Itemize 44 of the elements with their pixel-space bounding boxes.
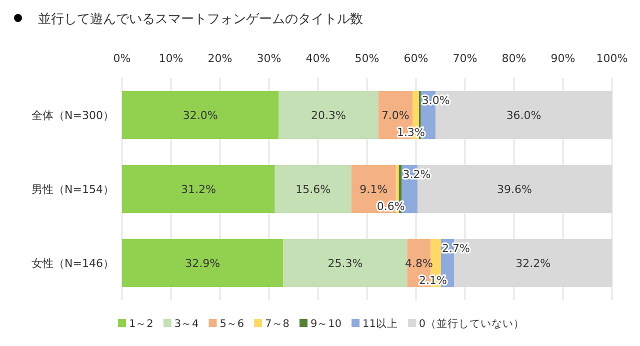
data-label: 3.2% xyxy=(402,168,431,181)
y-tick-label: 女性（N=146） xyxy=(32,257,114,270)
chart-title: 並行して遊んでいるスマートフォンゲームのタイトル数 xyxy=(38,12,363,27)
data-label: 2.1% xyxy=(419,274,447,288)
x-tick-label: 100% xyxy=(596,52,628,65)
bar xyxy=(274,164,352,214)
x-tick-label: 70% xyxy=(452,52,478,65)
x-tick-label: 50% xyxy=(354,52,380,65)
legend-label: 0（並行していない） xyxy=(418,318,525,330)
data-label: 32.2% xyxy=(516,257,551,270)
x-tick-label: 30% xyxy=(256,52,282,65)
data-label: 2.7% xyxy=(442,242,470,255)
x-tick-label: 10% xyxy=(158,52,184,65)
y-tick-label: 男性（N=154） xyxy=(32,183,114,196)
bar xyxy=(283,238,408,288)
legend-label: 5～6 xyxy=(220,318,244,330)
data-label: 25.3% xyxy=(328,257,363,270)
bar xyxy=(122,164,275,214)
bar xyxy=(122,238,284,288)
legend-label: 1～2 xyxy=(129,318,154,330)
x-tick-label: 60% xyxy=(404,52,428,65)
data-label: 15.6% xyxy=(296,183,331,196)
x-tick-label: 90% xyxy=(550,52,576,65)
legend-label: 11以上 xyxy=(362,317,398,330)
x-tick-label: 40% xyxy=(306,52,330,65)
data-label: 20.3% xyxy=(311,109,346,122)
data-label: 32.9% xyxy=(185,257,220,270)
data-label: 9.1% xyxy=(360,183,388,196)
data-label: 39.6% xyxy=(497,183,532,196)
data-label: 31.2% xyxy=(180,183,216,196)
y-tick-label: 全体（N=300） xyxy=(32,109,114,122)
data-label: 36.0% xyxy=(506,109,542,122)
legend-label: 7～8 xyxy=(265,318,290,330)
legend-label: 3～4 xyxy=(174,318,200,330)
x-tick-label: 20% xyxy=(208,52,232,65)
data-label: 3.0% xyxy=(422,94,450,107)
bar xyxy=(278,90,378,140)
data-label: 32.0% xyxy=(182,109,218,122)
x-tick-label: 0% xyxy=(113,52,131,65)
x-tick-label: 80% xyxy=(502,52,526,65)
data-label: 7.0% xyxy=(381,109,410,122)
bar xyxy=(122,90,279,140)
legend-label: 9～10 xyxy=(310,318,342,330)
data-label: 4.8% xyxy=(404,257,433,270)
